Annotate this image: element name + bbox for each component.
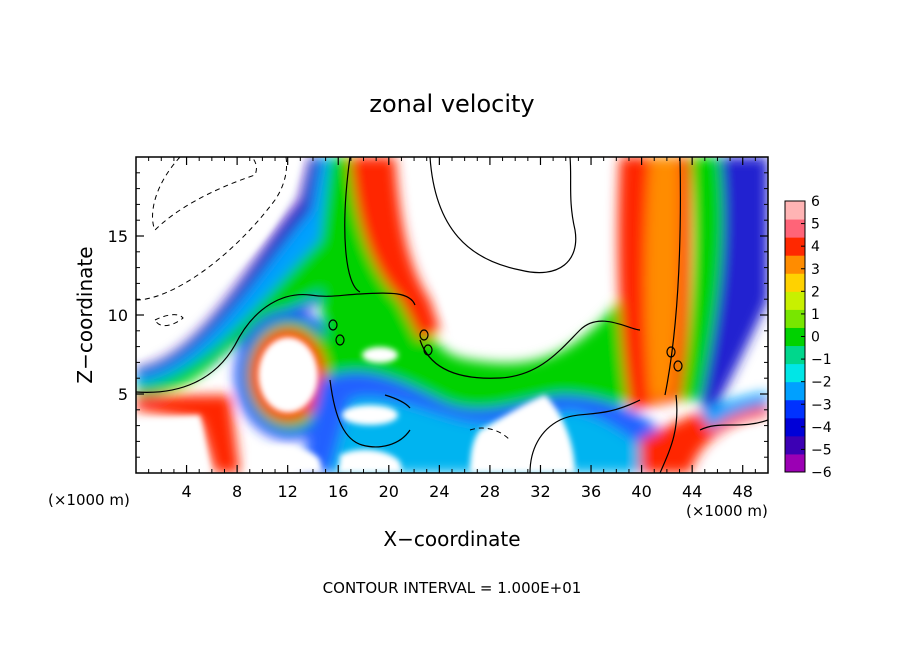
colorbar-label: −6 <box>811 465 832 481</box>
x-tick-label: 28 <box>480 482 500 501</box>
x-tick-label: 4 <box>181 482 191 501</box>
colorbar <box>785 201 805 473</box>
colorbar-swatch <box>785 309 805 328</box>
x-tick-label: 12 <box>278 482 298 501</box>
y-tick-label: 15 <box>108 227 128 246</box>
y-axis-title: Z−coordinate <box>73 246 97 383</box>
colorbar-swatch <box>785 363 805 383</box>
x-unit-label: (×1000 m) <box>48 491 130 509</box>
colorbar-label: −2 <box>811 375 832 391</box>
colorbar-label: −4 <box>811 420 832 436</box>
x-unit-label-right: (×1000 m) <box>686 502 768 520</box>
colorbar-swatch <box>785 201 805 220</box>
colorbar-swatch <box>785 381 805 401</box>
heatmap-field <box>136 157 768 473</box>
colorbar-swatch <box>785 417 805 437</box>
x-tick-label: 44 <box>682 482 702 501</box>
colorbar-swatch <box>785 327 805 347</box>
x-tick-label: 36 <box>581 482 601 501</box>
x-axis-ticks: 4 8 12 16 20 24 28 32 36 40 44 48 <box>148 157 756 501</box>
colorbar-swatch <box>785 399 805 419</box>
x-tick-label: 40 <box>631 482 651 501</box>
contour-interval-note: CONTOUR INTERVAL = 1.000E+01 <box>323 579 582 597</box>
colorbar-label: 2 <box>811 284 820 300</box>
x-axis-title: X−coordinate <box>383 527 520 551</box>
colorbar-label: 6 <box>811 194 820 210</box>
colorbar-swatch <box>785 273 805 292</box>
colorbar-label: −1 <box>811 352 832 368</box>
colorbar-label: 1 <box>811 307 820 323</box>
colorbar-labels: 6 5 4 3 2 1 0 −1 −2 −3 −4 −5 −6 <box>801 194 832 481</box>
colorbar-swatch <box>785 255 805 274</box>
colorbar-swatch <box>785 291 805 310</box>
x-tick-label: 8 <box>232 482 242 501</box>
x-tick-label: 16 <box>328 482 348 501</box>
x-tick-label: 48 <box>733 482 753 501</box>
chart-title: zonal velocity <box>369 90 534 118</box>
y-tick-label: 10 <box>108 306 128 325</box>
colorbar-swatch <box>785 219 805 238</box>
colorbar-label: −3 <box>811 397 832 413</box>
colorbar-label: −5 <box>811 442 832 458</box>
colorbar-label: 3 <box>811 262 820 278</box>
colorbar-label: 5 <box>811 217 820 233</box>
colorbar-label: 4 <box>811 239 820 255</box>
colorbar-swatch <box>785 237 805 256</box>
colorbar-swatch <box>785 435 805 455</box>
colorbar-swatch <box>785 453 805 473</box>
x-tick-label: 20 <box>379 482 399 501</box>
colorbar-label: 0 <box>811 330 820 346</box>
x-tick-label: 32 <box>530 482 550 501</box>
x-tick-label: 24 <box>429 482 449 501</box>
colorbar-swatch <box>785 345 805 365</box>
y-tick-label: 5 <box>118 385 128 404</box>
y-axis-ticks: 5 10 15 <box>108 172 768 458</box>
